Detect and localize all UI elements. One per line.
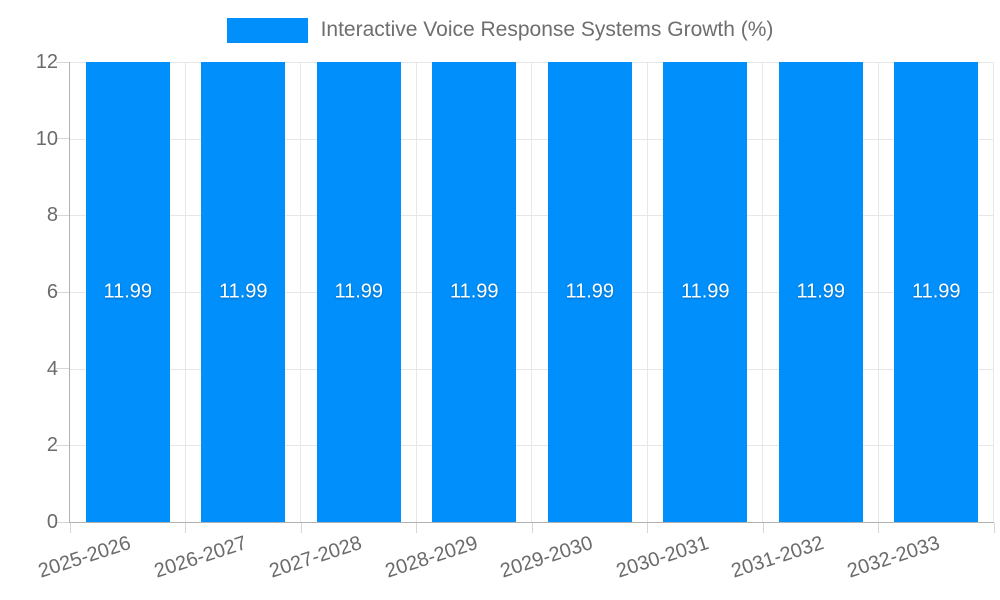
gridline-vertical: [184, 62, 186, 522]
gridline-vertical: [415, 62, 417, 522]
y-axis-label: 4: [46, 357, 58, 380]
gridline-horizontal: [70, 292, 994, 293]
x-axis-tick: [878, 523, 879, 533]
gridline-horizontal: [70, 62, 994, 63]
legend-label[interactable]: Interactive Voice Response Systems Growt…: [320, 18, 774, 41]
bar-2032-2033[interactable]: 11.99: [894, 62, 979, 522]
y-axis-tick: [56, 214, 69, 216]
y-axis-tick: [56, 61, 69, 63]
x-axis-label-text: 2032-2033: [844, 532, 943, 583]
y-axis-label: 2: [46, 434, 58, 457]
x-axis-tick: [300, 523, 302, 533]
bar-value-label: 11.99: [334, 280, 384, 303]
gridline-vertical: [877, 62, 879, 522]
bar-value-label: 11.99: [103, 280, 153, 303]
bar-2027-2028[interactable]: 11.99: [316, 62, 401, 522]
gridline-vertical: [993, 62, 994, 522]
gridline-horizontal: [70, 368, 994, 370]
bar-2026-2027[interactable]: 11.99: [201, 62, 286, 522]
x-axis-label: 2032-2033: [765, 532, 942, 582]
x-axis-tick: [647, 523, 648, 533]
bar-2025-2026[interactable]: 11.99: [85, 62, 170, 522]
y-axis-label: 10: [35, 127, 58, 150]
gridline-horizontal: [70, 445, 994, 447]
bar-value-label: 11.99: [796, 280, 846, 303]
gridline-vertical: [762, 62, 763, 522]
bar-value-label: 11.99: [911, 280, 961, 303]
gridline-vertical: [531, 62, 532, 522]
y-axis-tick: [56, 521, 69, 523]
legend-swatch-icon[interactable]: [226, 17, 308, 43]
bar-value-label: 11.99: [449, 280, 499, 303]
bar-value-label: 11.99: [565, 280, 615, 303]
plot-area: 11.99 11.99 11.99 11.99 11.99 11.99 11.99 11.99: [56, 61, 995, 533]
chart-legend: Interactive Voice Response Systems Growt…: [0, 16, 1000, 44]
y-axis-label: 6: [46, 281, 58, 303]
gridline-vertical: [300, 62, 301, 522]
bar-2029-2030[interactable]: 11.99: [547, 62, 632, 522]
bar-2028-2029[interactable]: 11.99: [432, 62, 517, 522]
y-axis-label: 8: [46, 204, 58, 227]
y-axis-tick: [56, 444, 69, 446]
bar-value-label: 11.99: [680, 280, 730, 303]
x-axis-tick: [69, 523, 71, 533]
y-axis-tick: [56, 368, 69, 370]
x-axis-tick: [762, 523, 764, 533]
x-axis-tick: [185, 523, 186, 533]
gridline-vertical: [646, 62, 648, 522]
y-axis-tick: [56, 291, 69, 293]
bar-2031-2032[interactable]: 11.99: [778, 62, 863, 522]
x-axis-tick: [531, 523, 533, 533]
gridline-horizontal: [70, 138, 994, 140]
bar-value-label: 11.99: [218, 280, 268, 303]
y-axis-label: 0: [46, 511, 58, 533]
x-axis-tick: [993, 523, 995, 533]
y-axis-tick: [56, 138, 69, 140]
y-axis-label: 12: [35, 51, 58, 73]
x-axis-tick: [416, 523, 417, 533]
bar-2030-2031[interactable]: 11.99: [663, 62, 748, 522]
gridline-horizontal: [70, 215, 994, 217]
